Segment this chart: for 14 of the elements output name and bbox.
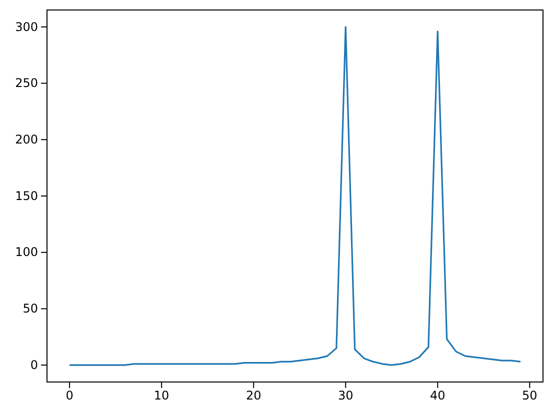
y-tick-label: 200 (15, 132, 38, 146)
x-tick-label: 30 (338, 388, 354, 403)
y-tick-label: 150 (15, 188, 38, 203)
y-tick-label: 250 (15, 76, 38, 90)
y-tick-label: 0 (30, 358, 38, 372)
line-series (68, 26, 522, 366)
x-tick-label: 0 (66, 388, 74, 403)
x-tick-label: 40 (430, 388, 446, 403)
y-tick-label: 100 (15, 245, 38, 260)
y-tick-label: 300 (15, 20, 38, 34)
x-tick-label: 50 (522, 388, 538, 403)
y-tick-label: 50 (22, 302, 38, 316)
x-tick-label: 20 (246, 388, 262, 403)
x-tick-label: 10 (154, 388, 170, 403)
